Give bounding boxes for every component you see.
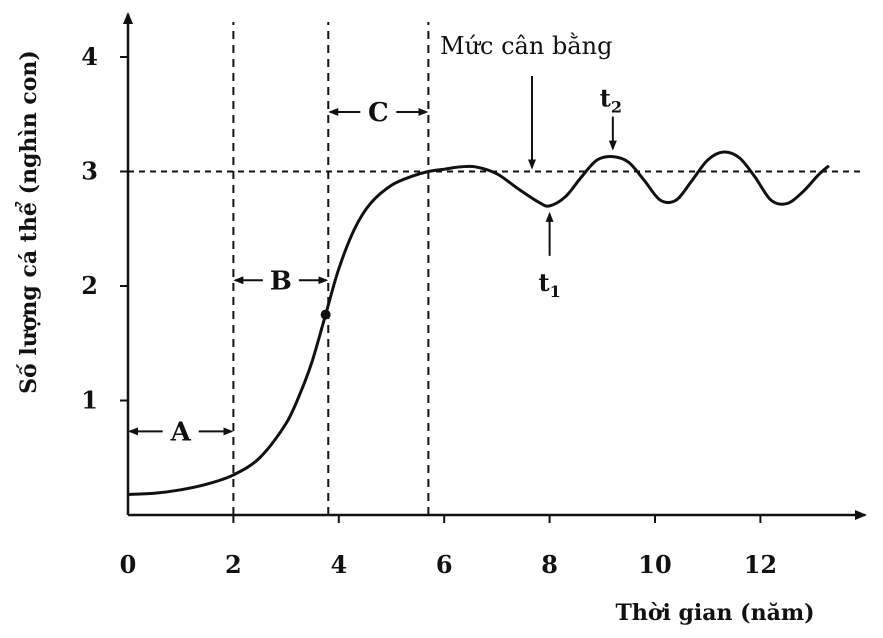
y-tick-label: 1: [81, 386, 98, 415]
x-tick-label: 4: [330, 550, 347, 579]
marker-label-t1: t1: [538, 268, 560, 301]
x-tick-label: 0: [120, 550, 137, 579]
inflection-point: [320, 309, 331, 320]
phase-label: A: [170, 417, 192, 447]
x-axis-title: Thời gian (năm): [615, 600, 814, 626]
y-tick-label: 2: [81, 271, 98, 300]
phase-label: B: [270, 266, 292, 296]
y-axis-title: Số lượng cá thể (nghìn con): [14, 50, 42, 394]
y-tick-label: 3: [81, 157, 98, 186]
population-curve: [127, 150, 830, 496]
equilibrium-label: Mức cân bằng: [440, 32, 612, 60]
x-tick-label: 8: [541, 550, 558, 579]
x-tick-label: 6: [436, 550, 453, 579]
x-tick-label: 2: [225, 550, 242, 579]
marker-label-t2: t2: [600, 84, 622, 117]
x-tick-label: 10: [638, 550, 671, 579]
y-tick-label: 4: [81, 42, 98, 71]
x-tick-label: 12: [744, 550, 777, 579]
phase-label: C: [368, 98, 389, 128]
